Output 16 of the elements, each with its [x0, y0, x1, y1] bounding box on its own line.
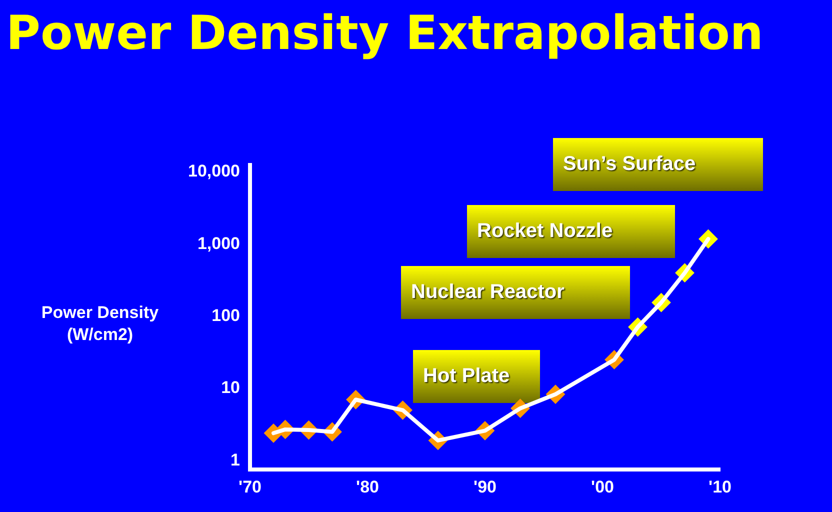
x-tick-label: '10 [708, 477, 732, 496]
y-tick-label: 100 [212, 306, 240, 325]
x-tick-label: '70 [238, 477, 262, 496]
y-tick-label: 10 [221, 378, 240, 398]
x-tick-label: '80 [356, 477, 379, 496]
y-axis-title: Power Density (W/cm2) [40, 302, 160, 346]
y-tick-label: 1 [230, 450, 240, 470]
x-tick-label: '90 [474, 477, 496, 496]
x-tick-label: '00 [591, 477, 614, 496]
y-tick-label: 1,000 [197, 234, 240, 253]
y-tick-label: 10,000 [188, 162, 240, 181]
callout-box: Rocket Nozzle [467, 205, 675, 258]
chart-title: Power Density Extrapolation [6, 6, 764, 61]
callout-box: Hot Plate [413, 350, 540, 403]
callout-box: Sun’s Surface [553, 138, 763, 191]
callout-box: Nuclear Reactor [401, 266, 630, 319]
